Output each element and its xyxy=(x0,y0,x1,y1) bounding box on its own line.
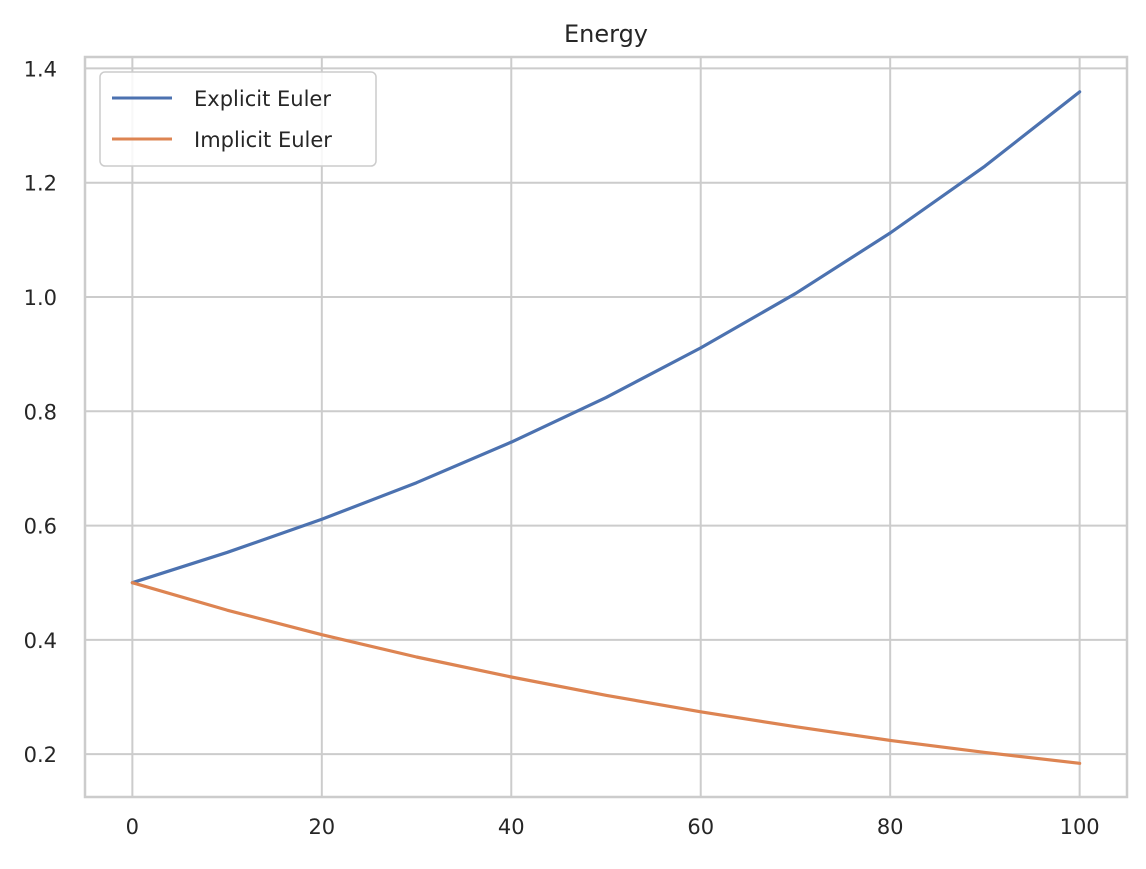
legend: Explicit Euler Implicit Euler xyxy=(99,71,377,167)
y-tick-label: 0.4 xyxy=(24,629,57,653)
series-line-implicit-euler xyxy=(130,581,1082,765)
y-tick-labels: 0.2 0.4 0.6 0.8 1.0 1.2 1.4 xyxy=(24,57,57,767)
legend-label-explicit-euler: Explicit Euler xyxy=(194,87,331,111)
y-tick-label: 0.8 xyxy=(24,400,57,424)
y-tick-label: 1.2 xyxy=(24,172,57,196)
grid xyxy=(85,57,1127,797)
x-tick-label: 60 xyxy=(687,815,714,839)
x-tick-label: 0 xyxy=(126,815,139,839)
x-tick-label: 100 xyxy=(1060,815,1100,839)
x-tick-label: 80 xyxy=(877,815,904,839)
y-tick-label: 0.6 xyxy=(24,515,57,539)
legend-box xyxy=(99,71,377,167)
y-tick-label: 1.4 xyxy=(24,57,57,81)
legend-label-implicit-euler: Implicit Euler xyxy=(194,128,332,152)
x-tick-label: 40 xyxy=(498,815,525,839)
y-tick-label: 1.0 xyxy=(24,286,57,310)
series-lines xyxy=(130,90,1082,765)
y-tick-label: 0.2 xyxy=(24,743,57,767)
chart-title: Energy xyxy=(564,20,648,48)
series-line-explicit-euler xyxy=(130,90,1082,585)
x-tick-labels: 0 20 40 60 80 100 xyxy=(126,815,1100,839)
x-tick-label: 20 xyxy=(308,815,335,839)
axes-frame xyxy=(83,55,1129,799)
